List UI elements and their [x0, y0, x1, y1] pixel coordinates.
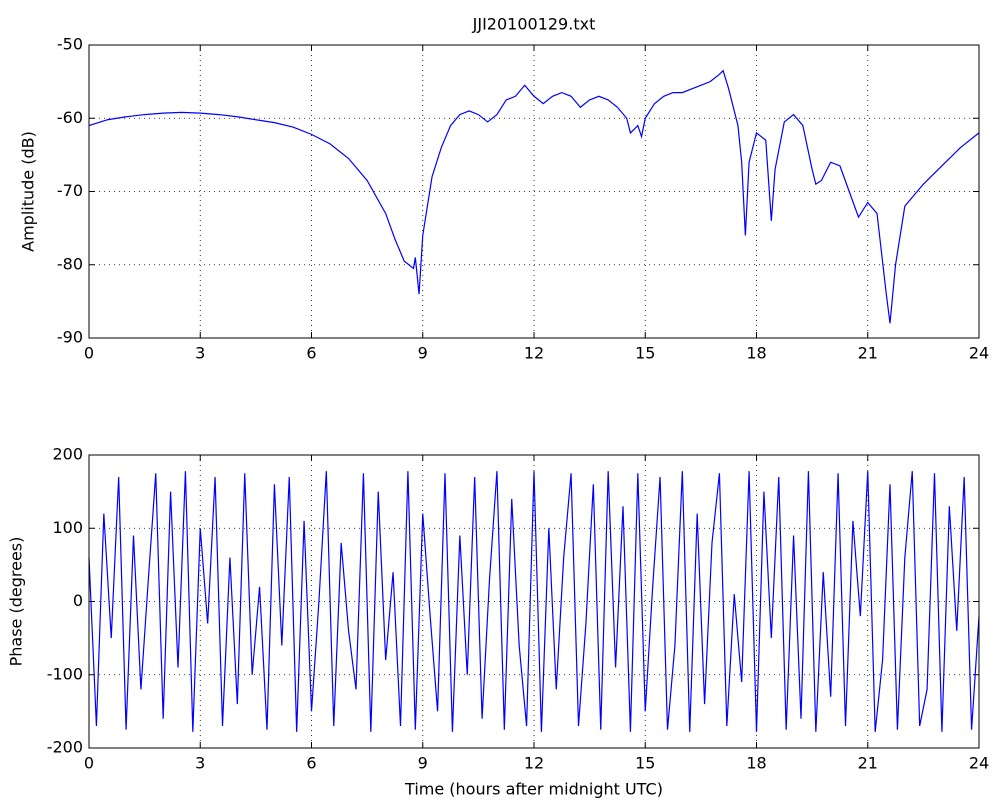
- x-axis-label: Time (hours after midnight UTC): [404, 780, 663, 799]
- x-tick-label: 24: [969, 754, 989, 773]
- data-line: [88, 69, 980, 324]
- y-tick-label: -90: [57, 328, 83, 347]
- x-tick-label: 6: [306, 344, 316, 363]
- x-tick-label: 15: [635, 754, 655, 773]
- x-tick-label: 9: [418, 754, 428, 773]
- x-tick-label: 9: [418, 344, 428, 363]
- y-tick-label: -100: [47, 664, 83, 683]
- chart-title: JJI20100129.txt: [472, 15, 596, 34]
- y-tick-label: -60: [57, 108, 83, 127]
- x-tick-label: 21: [858, 344, 878, 363]
- y-tick-label: -80: [57, 254, 83, 273]
- y-axis-label: Phase (degrees): [7, 537, 26, 667]
- x-tick-label: 15: [635, 344, 655, 363]
- axes-frame: [88, 454, 980, 749]
- x-tick-label: 3: [195, 754, 205, 773]
- x-tick-label: 18: [746, 344, 766, 363]
- y-tick-label: -70: [57, 181, 83, 200]
- y-axis-label: Amplitude (dB): [19, 131, 38, 252]
- x-tick-label: 18: [746, 754, 766, 773]
- x-tick-label: 6: [306, 754, 316, 773]
- x-tick-label: 24: [969, 344, 989, 363]
- y-tick-label: 100: [52, 518, 83, 537]
- x-tick-label: 3: [195, 344, 205, 363]
- y-tick-label: 200: [52, 445, 83, 464]
- x-tick-label: 21: [858, 754, 878, 773]
- y-tick-label: 0: [73, 591, 83, 610]
- y-tick-label: -200: [47, 738, 83, 757]
- data-line: [88, 471, 980, 732]
- axes-frame: [88, 44, 980, 339]
- x-tick-label: 12: [524, 754, 544, 773]
- x-tick-label: 0: [84, 344, 94, 363]
- x-tick-label: 0: [84, 754, 94, 773]
- x-tick-label: 12: [524, 344, 544, 363]
- y-tick-label: -50: [57, 35, 83, 54]
